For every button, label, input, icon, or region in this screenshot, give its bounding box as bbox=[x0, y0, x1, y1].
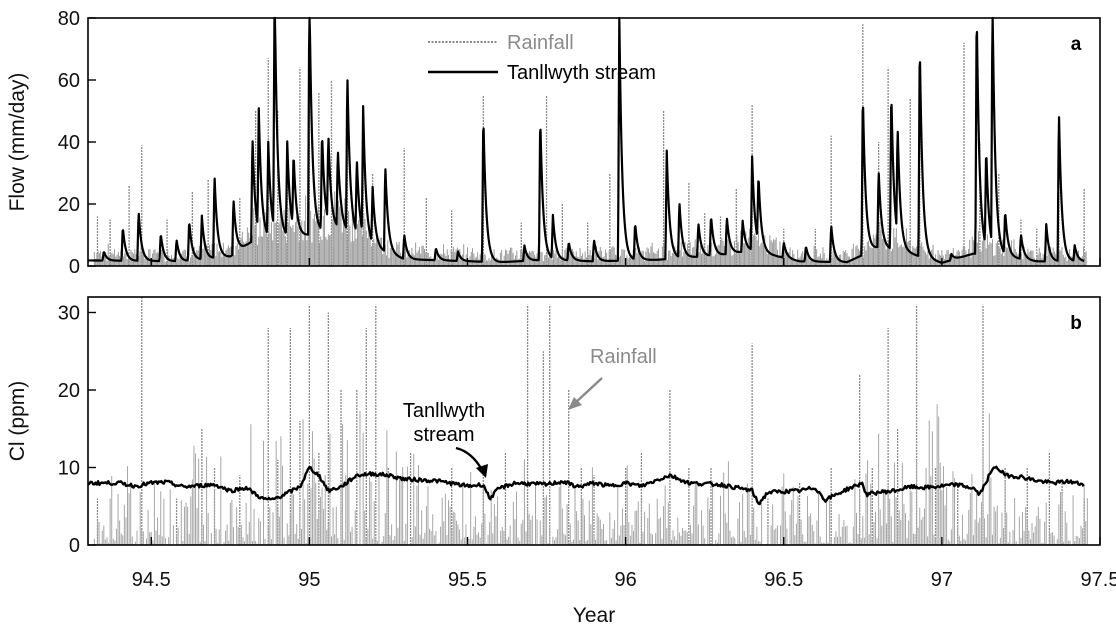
panel-a-y-tick-label: 20 bbox=[58, 194, 80, 216]
panel-b-y-tick-label: 10 bbox=[58, 458, 80, 480]
panel-b-y-tick-label: 20 bbox=[58, 380, 80, 402]
stream-annotation-arrow bbox=[455, 446, 484, 471]
stream-annotation: Tanllwyth stream bbox=[403, 400, 488, 478]
panel-a-y-tick-label: 60 bbox=[58, 70, 80, 92]
cl-stream-line bbox=[87, 465, 1085, 506]
panel-a-rainfall-bars bbox=[93, 24, 1087, 266]
legend-rainfall-label: Rainfall bbox=[507, 32, 574, 54]
legend: Rainfall Tanllwyth stream bbox=[428, 32, 656, 84]
stream-annotation-label-line1: Tanllwyth bbox=[403, 400, 485, 422]
x-axis: 94.5 95 95.5 96 96.5 97 97.5 bbox=[132, 258, 1116, 591]
panel-a-y-axis-title: Flow (mm/day) bbox=[6, 73, 29, 212]
legend-stream-label: Tanllwyth stream bbox=[507, 62, 656, 84]
x-tick-label: 96 bbox=[615, 569, 637, 591]
x-axis-title: Year bbox=[573, 604, 615, 626]
panel-a-y-axis: 0 20 40 60 80 bbox=[58, 8, 96, 278]
x-tick-label: 95.5 bbox=[448, 569, 487, 591]
panel-b-y-axis: 0 10 20 30 bbox=[58, 303, 96, 557]
flow-stream-line bbox=[87, 16, 1085, 264]
stream-arrowhead bbox=[476, 464, 488, 478]
stream-annotation-label-line2: stream bbox=[413, 424, 474, 446]
panel-a-letter: a bbox=[1071, 34, 1082, 55]
panel-a-y-tick-label: 40 bbox=[58, 132, 80, 154]
rainfall-annotation: Rainfall bbox=[568, 346, 657, 410]
panel-b-frame bbox=[87, 296, 1101, 546]
panel-b-letter: b bbox=[1070, 313, 1082, 334]
rainfall-annotation-arrow bbox=[573, 377, 603, 405]
x-tick-label: 97 bbox=[931, 569, 953, 591]
x-tick-label: 94.5 bbox=[132, 569, 171, 591]
panel-b-stream-line bbox=[87, 465, 1085, 506]
rainfall-arrowhead bbox=[568, 397, 582, 410]
panel-a-y-tick-label: 80 bbox=[58, 8, 80, 30]
panel-b-rainfall-bars bbox=[93, 297, 1088, 545]
x-tick-label: 96.5 bbox=[764, 569, 803, 591]
panel-b-y-tick-label: 0 bbox=[69, 535, 80, 557]
rainfall-annotation-label: Rainfall bbox=[590, 346, 657, 368]
x-tick-label: 97.5 bbox=[1081, 569, 1116, 591]
panel-a-y-tick-label: 0 bbox=[69, 256, 80, 278]
x-tick-label: 95 bbox=[298, 569, 320, 591]
panel-b-y-tick-label: 30 bbox=[58, 303, 80, 325]
panel-b-y-axis-title: Cl (ppm) bbox=[6, 381, 29, 462]
panel-a-stream-line bbox=[87, 16, 1085, 264]
